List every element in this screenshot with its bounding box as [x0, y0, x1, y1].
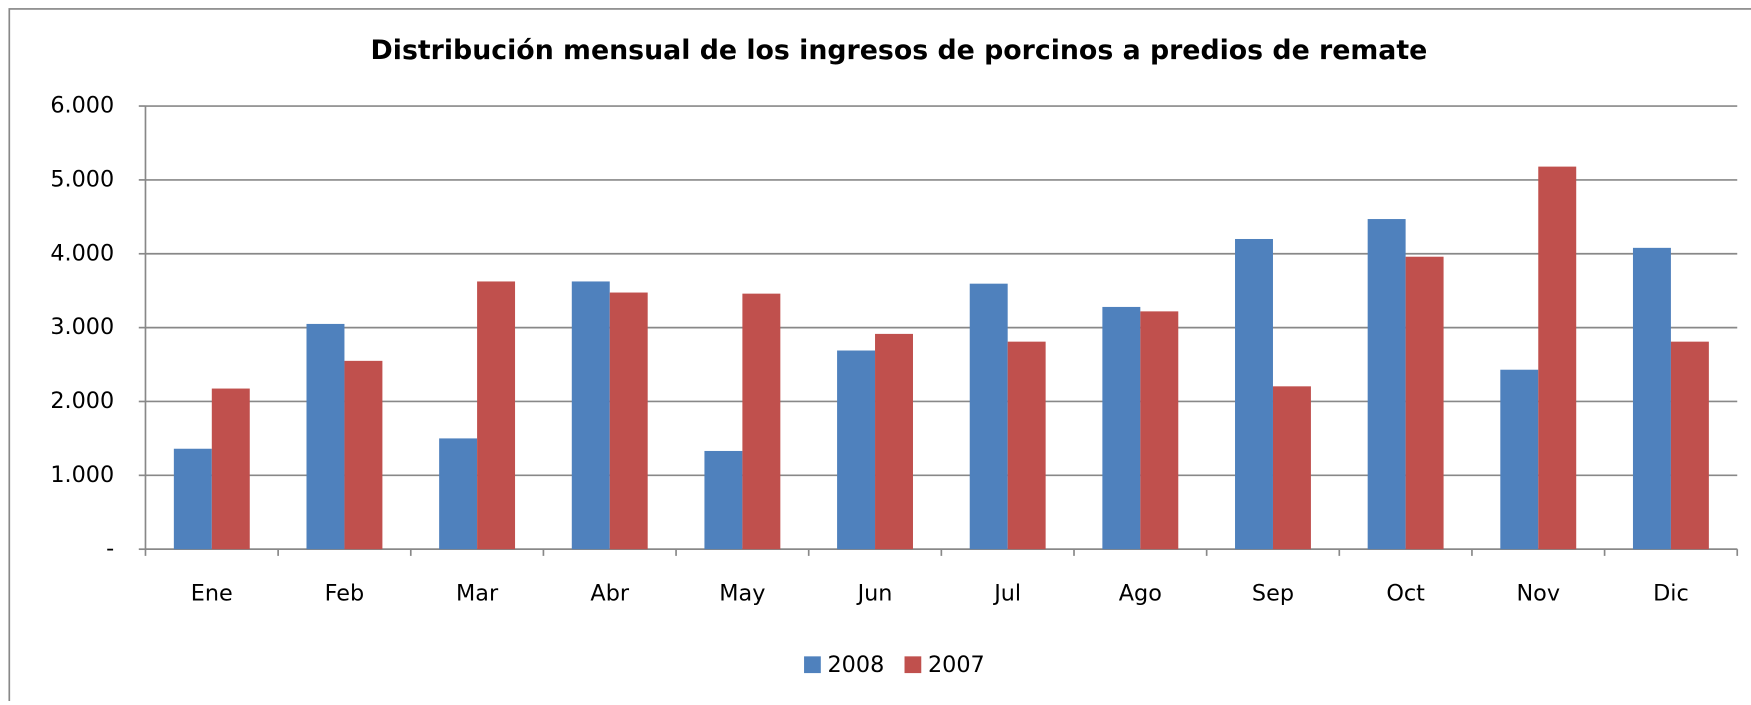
bar [1140, 311, 1179, 550]
bar [306, 323, 345, 550]
x-tick-label: Ene [191, 580, 233, 606]
bar [875, 333, 913, 550]
y-tick-label: 6.000 [50, 93, 114, 119]
bar [1538, 166, 1577, 550]
bar [1670, 341, 1709, 550]
x-tick-label: Feb [325, 580, 365, 606]
bar [477, 281, 516, 550]
bar [609, 292, 648, 550]
y-tick-label: - [106, 536, 114, 562]
y-tick-label: 2.000 [50, 388, 114, 414]
y-tick-label: 3.000 [50, 314, 114, 340]
x-tick-label: Jul [992, 580, 1021, 606]
bar [704, 450, 743, 550]
x-tick-label: Nov [1516, 580, 1560, 606]
bar [1500, 369, 1539, 550]
x-tick-label: Ago [1119, 580, 1162, 606]
bar [1405, 256, 1444, 550]
x-tick-label: Sep [1252, 580, 1294, 606]
x-tick-label: Jun [856, 580, 893, 606]
chart-title: Distribución mensual de los ingresos de … [371, 35, 1428, 66]
y-tick-label: 4.000 [50, 240, 114, 266]
bar [837, 350, 876, 550]
legend-label: 2007 [928, 652, 985, 678]
x-tick-label: Abr [590, 580, 629, 606]
bar [1102, 306, 1141, 550]
bar [439, 438, 478, 550]
bar [742, 293, 781, 550]
x-tick-label: Mar [456, 580, 499, 606]
legend-label: 2008 [828, 652, 885, 678]
legend-swatch [804, 656, 821, 674]
bar [1367, 219, 1406, 550]
bar [1235, 238, 1273, 550]
bar [1007, 341, 1046, 550]
y-tick-label: 1.000 [50, 462, 114, 488]
legend-swatch [904, 656, 922, 674]
bar [344, 360, 383, 550]
x-tick-label: Oct [1386, 580, 1425, 606]
bar [211, 388, 250, 550]
y-tick-label: 5.000 [50, 166, 114, 192]
bar [173, 448, 212, 550]
x-tick-label: May [719, 580, 765, 606]
bar [1632, 247, 1671, 550]
x-tick-label: Dic [1653, 580, 1689, 606]
bar [571, 281, 610, 550]
bar [969, 283, 1008, 550]
bar [1272, 386, 1311, 550]
